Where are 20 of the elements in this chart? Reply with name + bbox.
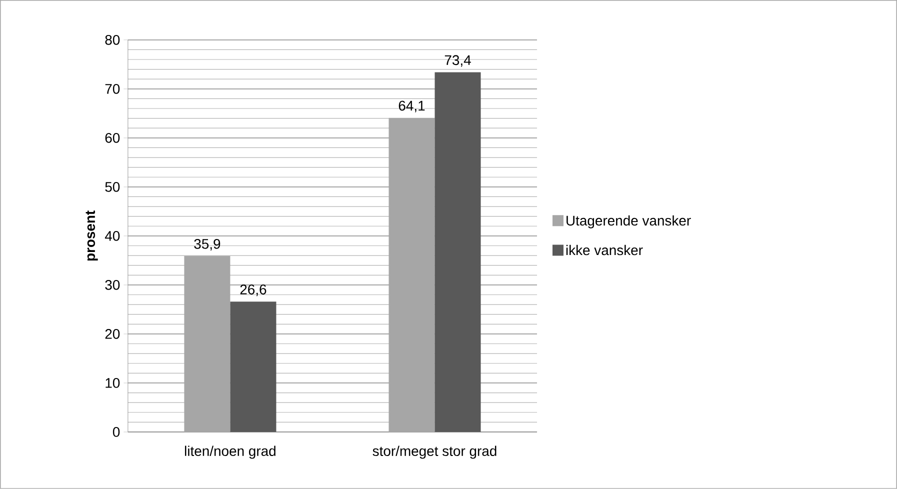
y-tick-label: 20: [105, 329, 120, 339]
y-tick-label: 0: [112, 427, 120, 437]
data-label: 35,9: [194, 239, 220, 251]
y-tick-label: 70: [105, 84, 120, 94]
legend-label: Utagerende vansker: [566, 215, 691, 228]
data-label: 26,6: [240, 284, 266, 296]
bar: [230, 302, 276, 432]
legend-label: ikke vansker: [566, 244, 643, 256]
y-tick-label: 10: [106, 378, 120, 388]
bar: [434, 72, 481, 432]
data-label: 73,4: [444, 55, 471, 67]
y-axis-title: prosent: [86, 210, 98, 261]
x-tick-label: stor/meget stor grad: [372, 446, 496, 459]
data-label: 64,1: [398, 100, 425, 112]
y-tick-label: 30: [105, 280, 120, 290]
x-tick-label: liten/noen grad: [185, 446, 276, 459]
y-tick-label: 40: [104, 231, 120, 241]
y-tick-label: 60: [105, 133, 120, 143]
y-tick-label: 80: [105, 34, 120, 45]
y-tick-label: 50: [105, 182, 120, 192]
